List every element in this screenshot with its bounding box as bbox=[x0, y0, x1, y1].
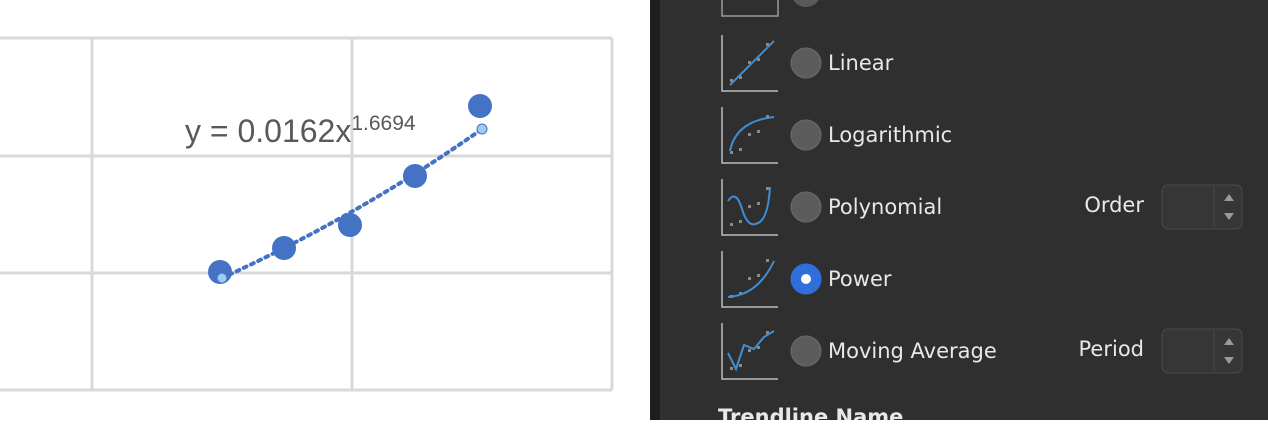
option-icon-dot bbox=[730, 223, 733, 226]
option-icon-dot bbox=[766, 331, 769, 334]
option-icon-frame bbox=[721, 251, 778, 308]
spinner-up[interactable] bbox=[1224, 338, 1234, 345]
option-icon-dot bbox=[730, 79, 733, 82]
option-icon-frame bbox=[721, 107, 778, 164]
option-icon-dot bbox=[766, 187, 769, 190]
field-label: Period bbox=[1079, 337, 1144, 361]
spinner-down[interactable] bbox=[1224, 357, 1234, 364]
option-label[interactable]: Power bbox=[828, 267, 892, 291]
section-title: Trendline Name bbox=[718, 405, 903, 420]
trend-handle[interactable] bbox=[476, 123, 488, 135]
option-icon-dot bbox=[730, 367, 733, 370]
option-icon-dot bbox=[766, 259, 769, 262]
option-icon-dot bbox=[757, 202, 760, 205]
option-icon-dot bbox=[739, 292, 742, 295]
divider bbox=[650, 0, 660, 420]
trendline bbox=[220, 127, 484, 280]
cut-row bbox=[721, 0, 819, 17]
option-icon-dot bbox=[739, 220, 742, 223]
radio-dot bbox=[801, 274, 811, 284]
option-label[interactable]: Logarithmic bbox=[828, 123, 952, 147]
equation-label[interactable]: y = 0.0162x1.6694 bbox=[185, 112, 416, 150]
option-icon-dot bbox=[748, 61, 751, 64]
trend-handle[interactable] bbox=[216, 272, 228, 284]
option-icon-curve bbox=[727, 186, 771, 226]
radio-button[interactable] bbox=[790, 191, 822, 223]
data-points bbox=[208, 94, 492, 284]
option-icon-curve bbox=[727, 330, 775, 372]
option-icon-dot bbox=[766, 43, 769, 46]
option-icon-dot bbox=[739, 148, 742, 151]
option-icon-curve bbox=[729, 40, 775, 86]
option-icon-dot bbox=[748, 133, 751, 136]
option-icon-dot bbox=[757, 274, 760, 277]
option-icon-dot bbox=[739, 364, 742, 367]
option-icon-frame bbox=[721, 35, 778, 92]
option-label[interactable]: Linear bbox=[828, 51, 894, 75]
radio-button[interactable] bbox=[790, 119, 822, 151]
option-icon-dot bbox=[748, 277, 751, 280]
option-icon-dot bbox=[757, 346, 760, 349]
radio-button[interactable] bbox=[790, 335, 822, 367]
options-list: Linear Logarithmic Polynomial Order Power Mov… bbox=[721, 35, 1243, 380]
equation-base: y = 0.0162x bbox=[185, 113, 351, 149]
option-icon-frame bbox=[721, 323, 778, 380]
spinner-down[interactable] bbox=[1224, 213, 1234, 220]
field-label: Order bbox=[1084, 193, 1144, 217]
option-icon-frame bbox=[721, 179, 778, 236]
option-icon-dot bbox=[739, 76, 742, 79]
option-icon-dot bbox=[757, 58, 760, 61]
option-label[interactable]: Polynomial bbox=[828, 195, 942, 219]
option-icon-dot bbox=[730, 151, 733, 154]
spinner-up[interactable] bbox=[1224, 194, 1234, 201]
option-icon-dot bbox=[748, 205, 751, 208]
spinner-field[interactable] bbox=[1161, 328, 1243, 374]
equation-exponent: 1.6694 bbox=[351, 112, 416, 135]
option-icon-curve bbox=[727, 260, 775, 298]
option-icon-curve bbox=[729, 116, 775, 152]
spinner-field[interactable] bbox=[1161, 184, 1243, 230]
chart-area bbox=[0, 0, 650, 420]
radio-button[interactable] bbox=[790, 47, 822, 79]
option-icon-dot bbox=[748, 349, 751, 352]
option-icon-dot bbox=[766, 115, 769, 118]
option-icon-dot bbox=[757, 130, 760, 133]
option-label[interactable]: Moving Average bbox=[828, 339, 997, 363]
